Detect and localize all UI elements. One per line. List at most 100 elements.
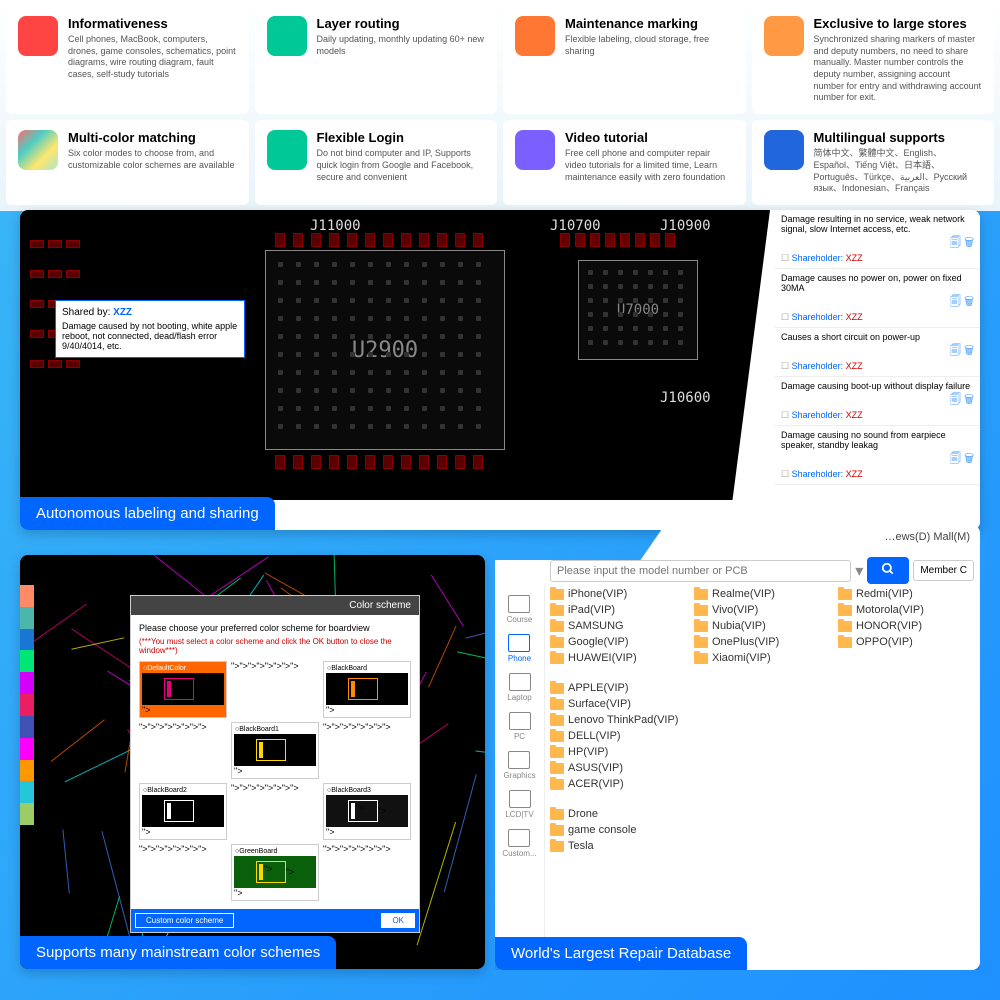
folder-icon — [550, 653, 564, 664]
brand-item[interactable]: OPPO(VIP) — [838, 635, 972, 649]
brand-item[interactable]: HUAWEI(VIP) — [550, 651, 684, 665]
brand-item[interactable]: ACER(VIP) — [550, 777, 684, 791]
panel-title-bar: Autonomous labeling and sharing — [20, 497, 275, 530]
note-item[interactable]: Damage resulting in no service, weak net… — [775, 210, 980, 269]
note-item[interactable]: Damage causes no power on, power on fixe… — [775, 269, 980, 328]
search-input[interactable] — [550, 560, 851, 582]
feature-card: Layer routing Daily updating, monthly up… — [255, 6, 498, 114]
custom-scheme-button[interactable]: Custom color scheme — [135, 913, 234, 928]
feature-desc: Cell phones, MacBook, computers, drones,… — [68, 34, 237, 81]
folder-icon — [694, 637, 708, 648]
shareholder-label: Shareholder: XZZ — [781, 469, 974, 480]
nav-custom...[interactable]: Custom... — [502, 825, 536, 862]
brand-item[interactable]: DELL(VIP) — [550, 729, 684, 743]
brand-item[interactable]: ASUS(VIP) — [550, 761, 684, 775]
brand-item[interactable]: Vivo(VIP) — [694, 603, 828, 617]
ic-globe-icon — [764, 130, 804, 170]
scheme-option[interactable]: ○BlackBoard3 ">">"> — [323, 783, 411, 840]
brand-item[interactable]: Lenovo ThinkPad(VIP) — [550, 713, 684, 727]
feature-card: Informativeness Cell phones, MacBook, co… — [6, 6, 249, 114]
note-actions[interactable]: 🗐 🗑 — [781, 342, 974, 361]
feature-grid: Informativeness Cell phones, MacBook, co… — [0, 0, 1000, 211]
brand-item[interactable]: Xiaomi(VIP) — [694, 651, 828, 665]
pcb-ref: J10900 — [660, 218, 711, 234]
ic-people-icon — [764, 16, 804, 56]
share-tooltip: Shared by: XZZ Damage caused by not boot… — [55, 300, 245, 358]
brand-item[interactable]: iPad(VIP) — [550, 603, 684, 617]
scheme-option[interactable]: ○BlackBoard ">">"> — [323, 661, 411, 718]
category-nav: Course Phone Laptop PC Graphics LCD|TV C… — [495, 585, 545, 940]
nav-lcd|tv[interactable]: LCD|TV — [505, 786, 533, 823]
brand-item[interactable]: Surface(VIP) — [550, 697, 684, 711]
brand-item[interactable]: Motorola(VIP) — [838, 603, 972, 617]
brand-item[interactable]: Redmi(VIP) — [838, 587, 972, 601]
feature-title: Layer routing — [317, 16, 486, 31]
nav-graphics[interactable]: Graphics — [503, 747, 535, 784]
ic-link-icon — [267, 130, 307, 170]
nav-phone[interactable]: Phone — [508, 630, 531, 667]
brand-item[interactable]: SAMSUNG — [550, 619, 684, 633]
folder-icon — [550, 683, 564, 694]
feature-desc: Do not bind computer and IP, Supports qu… — [317, 148, 486, 183]
note-actions[interactable]: 🗐 🗑 — [781, 293, 974, 312]
feature-desc: Daily updating, monthly updating 60+ new… — [317, 34, 486, 57]
brand-item[interactable]: OnePlus(VIP) — [694, 635, 828, 649]
brand-item[interactable]: iPhone(VIP) — [550, 587, 684, 601]
folder-icon — [550, 779, 564, 790]
feature-card: Multilingual supports 简体中文、繁體中文、English、… — [752, 120, 995, 205]
panel-title-bar: Supports many mainstream color schemes — [20, 936, 336, 969]
note-item[interactable]: Damage causing boot-up without display f… — [775, 377, 980, 426]
top-tabs[interactable]: …ews(D) Mall(M) — [884, 531, 970, 543]
note-actions[interactable]: 🗐 🗑 — [781, 234, 974, 253]
member-button[interactable]: Member C — [913, 560, 974, 581]
feature-title: Flexible Login — [317, 130, 486, 145]
brand-item[interactable]: Drone — [550, 807, 684, 821]
note-actions[interactable]: 🗐 🗑 — [781, 391, 974, 410]
feature-title: Maintenance marking — [565, 16, 734, 31]
brand-item[interactable]: HONOR(VIP) — [838, 619, 972, 633]
folder-icon — [550, 589, 564, 600]
note-actions[interactable]: 🗐 🗑 — [781, 450, 974, 469]
pcb-chip-secondary[interactable]: U7000 — [578, 260, 698, 360]
brand-item[interactable]: game console — [550, 823, 684, 837]
dialog-title: Color scheme — [131, 596, 419, 615]
brand-item[interactable]: Google(VIP) — [550, 635, 684, 649]
scheme-option[interactable]: ○GreenBoard ">">"> — [231, 844, 319, 901]
feature-card: Multi-color matching Six color modes to … — [6, 120, 249, 205]
scheme-option[interactable]: ○DefaultColor ">">"> — [139, 661, 227, 718]
shareholder-label: Shareholder: XZZ — [781, 361, 974, 372]
nav-laptop[interactable]: Laptop — [507, 669, 531, 706]
color-legend — [20, 585, 34, 825]
brand-item[interactable]: Nubia(VIP) — [694, 619, 828, 633]
shareholder-label: Shareholder: XZZ — [781, 410, 974, 421]
folder-icon — [694, 653, 708, 664]
nav-course[interactable]: Course — [507, 591, 533, 628]
note-item[interactable]: Causes a short circuit on power-up 🗐 🗑 S… — [775, 328, 980, 377]
feature-card: Exclusive to large stores Synchronized s… — [752, 6, 995, 114]
ok-button[interactable]: OK — [381, 913, 415, 928]
folder-icon — [694, 621, 708, 632]
nav-pc[interactable]: PC — [509, 708, 531, 745]
brand-item[interactable]: Realme(VIP) — [694, 587, 828, 601]
brand-item[interactable]: APPLE(VIP) — [550, 681, 684, 695]
search-button[interactable] — [867, 557, 909, 584]
feature-title: Exclusive to large stores — [814, 16, 983, 31]
shareholder-label: Shareholder: XZZ — [781, 312, 974, 323]
scheme-option[interactable]: ○BlackBoard1 ">">"> — [231, 722, 319, 779]
note-item[interactable]: Damage causing no sound from earpiece sp… — [775, 426, 980, 485]
brand-item[interactable]: HP(VIP) — [550, 745, 684, 759]
folder-icon — [550, 621, 564, 632]
brand-item[interactable]: Tesla — [550, 839, 684, 853]
folder-icon — [838, 605, 852, 616]
folder-icon — [550, 763, 564, 774]
folder-icon — [550, 699, 564, 710]
scheme-option[interactable]: ○BlackBoard2 ">">"> — [139, 783, 227, 840]
feature-title: Video tutorial — [565, 130, 734, 145]
pcb-ref: J10600 — [660, 390, 711, 406]
feature-title: Informativeness — [68, 16, 237, 31]
ic-palette-icon — [18, 130, 58, 170]
color-scheme-panel: Color scheme Please choose your preferre… — [20, 555, 485, 969]
pcb-chip-main[interactable]: U2900 — [265, 250, 505, 450]
dialog-intro: Please choose your preferred color schem… — [139, 623, 411, 633]
feature-desc: Free cell phone and computer repair vide… — [565, 148, 734, 183]
